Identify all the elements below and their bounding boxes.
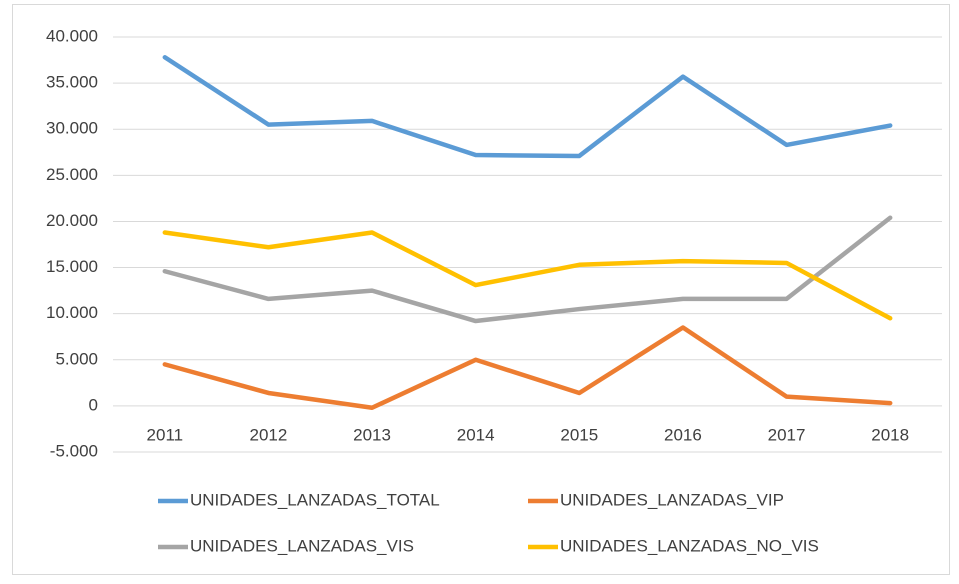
y-tick-label: 35.000 [46,73,98,92]
y-tick-label: 40.000 [46,26,98,45]
x-tick-label: 2017 [768,425,806,444]
x-tick-label: 2012 [250,425,288,444]
series-line [162,55,893,159]
x-tick-label: 2014 [457,425,495,444]
y-tick-label: -5.000 [50,441,98,460]
y-tick-label: 10.000 [46,303,98,322]
y-tick-label: 5.000 [55,349,98,368]
y-tick-label: 30.000 [46,119,98,138]
legend-label: UNIDADES_LANZADAS_VIS [190,536,414,555]
y-tick-label: 20.000 [46,211,98,230]
legend-label: UNIDADES_LANZADAS_NO_VIS [560,536,819,555]
y-tick-label: 15.000 [46,257,98,276]
legend-label: UNIDADES_LANZADAS_TOTAL [190,490,440,509]
series-line [162,215,893,324]
series-line [162,325,893,410]
x-tick-label: 2015 [560,425,598,444]
legend-label: UNIDADES_LANZADAS_VIP [560,490,784,509]
y-tick-label: 0 [89,395,98,414]
x-tick-label: 2013 [353,425,391,444]
x-tick-label: 2016 [664,425,702,444]
x-tick-label: 2011 [147,425,184,444]
y-tick-label: 25.000 [46,165,98,184]
series-line [162,230,893,321]
chart-border [12,4,950,575]
x-tick-label: 2018 [871,425,909,444]
